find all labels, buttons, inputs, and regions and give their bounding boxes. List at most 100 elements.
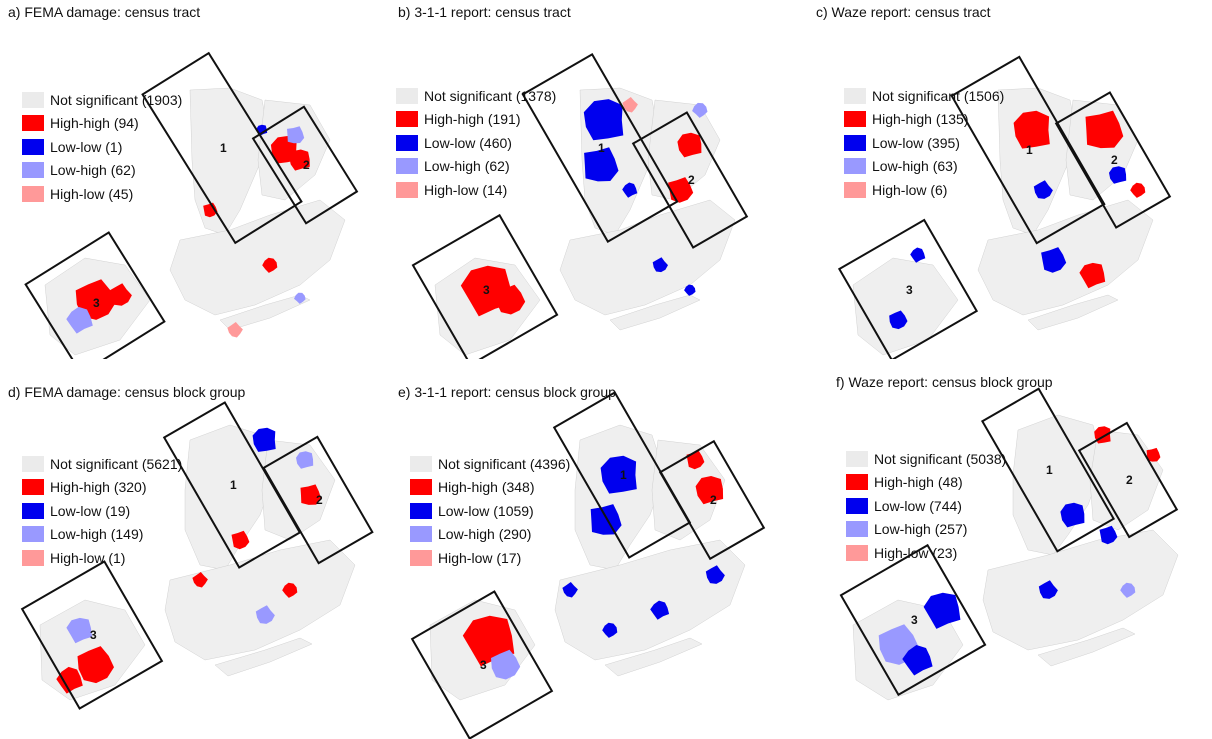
- legend-label: Not significant (4396): [438, 455, 571, 472]
- legend-label: Low-low (1): [50, 138, 123, 155]
- map-legend: Not significant (1903) High-high (94) Lo…: [22, 88, 182, 206]
- cluster-low-low: [652, 257, 668, 273]
- legend-label: High-high (191): [424, 111, 521, 128]
- zone-label: 3: [911, 613, 918, 627]
- cluster-low-low: [583, 99, 624, 141]
- rockaway-landmass: [604, 637, 703, 677]
- map-canvas: 1 2 3: [839, 387, 1179, 701]
- legend-item-high-low: High-low (23): [846, 541, 1006, 565]
- legend-swatch: [410, 455, 432, 472]
- cluster-low-high: [1120, 582, 1136, 598]
- zone-label: 1: [598, 141, 605, 155]
- study-zone-1: [552, 391, 692, 559]
- legend-item-not-significant: Not significant (4396): [410, 452, 570, 476]
- study-zone-2: [658, 439, 766, 561]
- nyc-basemap: [429, 424, 746, 701]
- cluster-low-low: [252, 427, 276, 452]
- legend-swatch: [846, 474, 868, 491]
- study-zone-1: [141, 51, 303, 245]
- legend-label: Low-high (149): [50, 526, 144, 543]
- legend-swatch: [22, 479, 44, 496]
- cluster-high-high: [1130, 182, 1146, 198]
- legend-item-low-high: Low-high (257): [846, 518, 1006, 542]
- legend-item-low-low: Low-low (395): [844, 131, 1004, 155]
- map-panel-f: f) Waze report: census block group 1 2 3 N…: [808, 360, 1212, 719]
- cluster-patches: [56, 427, 322, 694]
- legend-label: Low-low (395): [872, 134, 960, 151]
- staten-island-landmass: [852, 257, 959, 356]
- map-legend: Not significant (1378) High-high (191) L…: [396, 84, 556, 202]
- legend-item-high-low: High-low (14): [396, 178, 556, 202]
- zone-label: 3: [90, 628, 97, 642]
- legend-swatch: [410, 526, 432, 543]
- legend-label: Not significant (5038): [874, 450, 1007, 467]
- legend-item-high-high: High-high (320): [22, 476, 182, 500]
- cluster-high-high: [192, 572, 208, 588]
- legend-swatch: [22, 185, 44, 202]
- legend-label: Low-high (62): [424, 158, 510, 175]
- panel-title: a) FEMA damage: census tract: [8, 4, 201, 20]
- zone-label: 1: [230, 478, 237, 492]
- legend-label: High-high (94): [50, 115, 139, 132]
- legend-label: Low-high (257): [874, 521, 968, 538]
- map-canvas: 1 2 3: [411, 53, 749, 359]
- legend-swatch: [22, 91, 44, 108]
- legend-item-high-low: High-low (1): [22, 546, 182, 570]
- map-canvas: 1 2 3: [837, 55, 1172, 359]
- zone-label: 2: [1126, 473, 1133, 487]
- legend-item-high-high: High-high (135): [844, 108, 1004, 132]
- legend-item-low-low: Low-low (1): [22, 135, 182, 159]
- cluster-low-low: [1038, 580, 1058, 599]
- legend-item-low-high: Low-high (290): [410, 523, 570, 547]
- cluster-high-high: [695, 476, 724, 505]
- queens-brooklyn-landmass: [169, 199, 346, 316]
- legend-label: Low-low (19): [50, 502, 131, 519]
- zone-label: 1: [1026, 143, 1033, 157]
- legend-swatch: [22, 549, 44, 566]
- study-zone-3: [411, 213, 559, 359]
- cluster-patches: [889, 110, 1146, 330]
- legend-label: Low-low (1059): [438, 502, 534, 519]
- cluster-high-high: [496, 284, 526, 315]
- manhattan-bronx-landmass: [574, 424, 666, 571]
- cluster-low-high: [296, 451, 314, 469]
- cluster-high-high: [289, 149, 310, 171]
- cluster-low-low: [584, 147, 619, 182]
- cluster-high-high: [231, 530, 250, 550]
- rockaway-landmass: [1037, 627, 1136, 667]
- cluster-low-high: [287, 126, 305, 144]
- rockaway-landmass: [1027, 294, 1119, 331]
- cluster-low-low: [902, 645, 933, 676]
- cluster-low-low: [1099, 525, 1118, 545]
- legend-label: High-high (48): [874, 474, 963, 491]
- study-zone-1: [980, 387, 1116, 553]
- legend-swatch: [844, 87, 866, 104]
- study-zone-3: [20, 560, 164, 710]
- legend-swatch: [410, 549, 432, 566]
- zone-label: 2: [316, 493, 323, 507]
- legend-label: High-low (17): [438, 549, 522, 566]
- cluster-patches: [66, 124, 310, 338]
- legend-item-low-low: Low-low (744): [846, 494, 1006, 518]
- legend-item-high-low: High-low (6): [844, 178, 1004, 202]
- legend-swatch: [22, 138, 44, 155]
- cluster-high-high: [1079, 262, 1106, 289]
- manhattan-bronx-landmass: [1012, 414, 1104, 556]
- cluster-low-high: [294, 292, 306, 304]
- map-panel-b: b) 3-1-1 report: census tract 1 2 3 Not si…: [390, 0, 794, 359]
- legend-swatch: [396, 134, 418, 151]
- zone-label: 3: [483, 283, 490, 297]
- legend-swatch: [846, 521, 868, 538]
- cluster-low-low: [923, 592, 961, 629]
- rockaway-landmass: [609, 294, 701, 331]
- study-zones: 1 2 3: [837, 55, 1172, 359]
- zone-label: 3: [480, 658, 487, 672]
- cluster-low-high: [692, 102, 708, 118]
- study-zone-2: [1077, 421, 1179, 539]
- study-zone-2: [631, 111, 749, 249]
- legend-swatch: [844, 181, 866, 198]
- map-legend: Not significant (5621) High-high (320) L…: [22, 452, 182, 570]
- legend-swatch: [22, 502, 44, 519]
- zone-label: 1: [620, 468, 627, 482]
- manhattan-bronx-landmass: [189, 87, 271, 236]
